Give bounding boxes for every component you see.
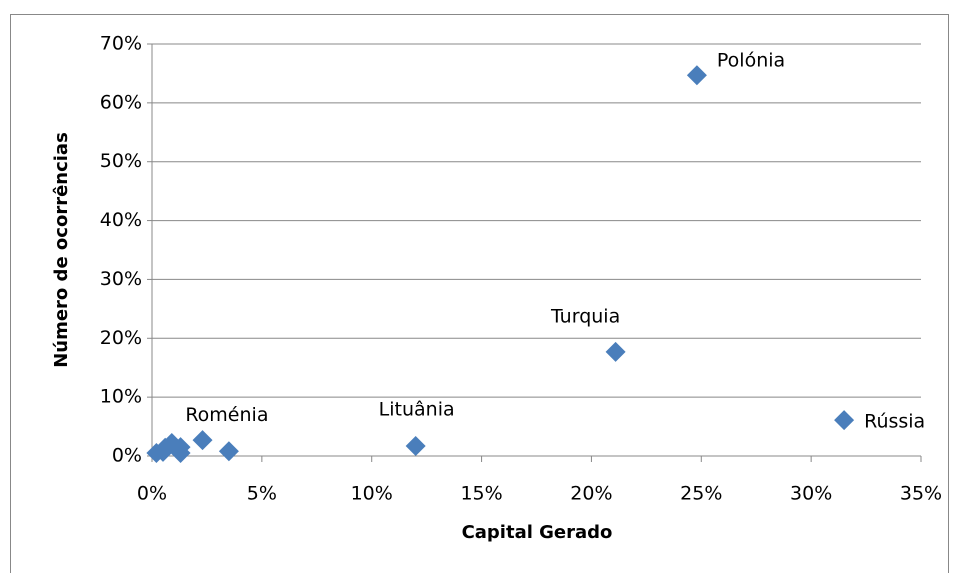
x-tick-label: 0%	[137, 483, 167, 505]
point-label: Turquia	[550, 305, 620, 327]
point	[170, 443, 191, 464]
y-tick-label: 30%	[100, 268, 142, 290]
point	[218, 441, 239, 462]
point	[155, 437, 176, 458]
point	[192, 430, 213, 451]
y-tick-label: 50%	[100, 150, 142, 172]
y-tick-label: 60%	[100, 91, 142, 113]
y-tick-label: 20%	[100, 327, 142, 349]
point	[686, 65, 707, 86]
point	[605, 341, 626, 362]
y-tick-label: 0%	[112, 445, 142, 467]
x-tick-label: 25%	[680, 483, 722, 505]
y-tick-label: 70%	[100, 33, 142, 55]
point	[834, 410, 855, 431]
x-tick-label: 35%	[900, 483, 942, 505]
y-tick-label: 40%	[100, 209, 142, 231]
y-tick-label: 10%	[100, 386, 142, 408]
point	[405, 435, 426, 456]
point-label: Roménia	[185, 404, 268, 426]
x-axis-title: Capital Gerado	[462, 522, 613, 543]
x-tick-label: 5%	[247, 483, 277, 505]
x-tick-label: 30%	[790, 483, 832, 505]
x-tick-label: 20%	[570, 483, 612, 505]
x-tick-label: 10%	[351, 483, 393, 505]
chart-frame	[10, 14, 949, 577]
point-label: Lituânia	[379, 398, 455, 420]
point-label: Rússia	[864, 411, 925, 433]
y-axis-title: Número de ocorrências	[51, 132, 72, 368]
point-label: Polónia	[717, 50, 785, 72]
x-tick-label: 15%	[460, 483, 502, 505]
